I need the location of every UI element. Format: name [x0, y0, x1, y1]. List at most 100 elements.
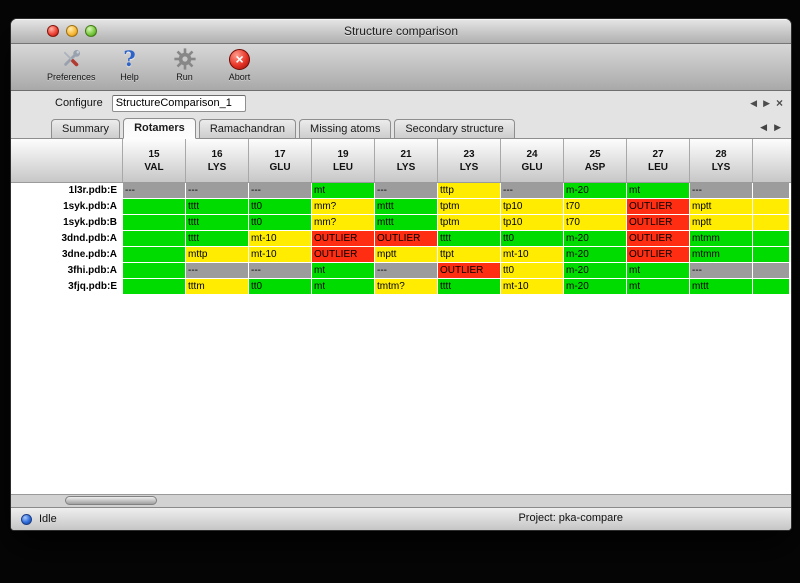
rotamer-cell[interactable]: tttt [438, 231, 501, 247]
rotamer-cell[interactable]: mt [312, 279, 375, 295]
horizontal-scrollbar[interactable] [11, 494, 791, 507]
rotamer-cell[interactable]: --- [123, 183, 186, 199]
rotamer-cell[interactable]: --- [375, 263, 438, 279]
rotamer-cell[interactable]: OUTLIER [627, 247, 690, 263]
preferences-button[interactable]: Preferences [47, 46, 96, 82]
rotamer-cell[interactable]: tp10 [501, 199, 564, 215]
close-button[interactable] [47, 25, 59, 37]
rotamer-cell[interactable]: OUTLIER [627, 215, 690, 231]
minimize-button[interactable] [66, 25, 78, 37]
rotamer-cell[interactable] [753, 279, 789, 295]
rotamer-cell[interactable]: mm? [312, 215, 375, 231]
rotamer-cell[interactable]: ttpt [438, 247, 501, 263]
rotamer-cell[interactable]: mptt [690, 215, 753, 231]
column-header: 19 LEU [312, 139, 375, 182]
rotamer-cell[interactable]: m-20 [564, 263, 627, 279]
rotamer-cell[interactable] [753, 215, 789, 231]
rotamer-cell[interactable]: tttt [186, 199, 249, 215]
rotamer-cell[interactable]: --- [690, 183, 753, 199]
rotamer-cell[interactable] [753, 247, 789, 263]
rotamer-cell[interactable]: --- [501, 183, 564, 199]
horizontal-scrollbar-thumb[interactable] [65, 496, 157, 505]
rotamer-cell[interactable]: tptm [438, 199, 501, 215]
rotamer-cell[interactable]: mttt [375, 199, 438, 215]
rotamer-cell[interactable]: tt0 [249, 215, 312, 231]
prev-configuration-icon[interactable]: ◀ [750, 97, 758, 108]
rotamer-cell[interactable]: mm? [312, 199, 375, 215]
rotamer-cell[interactable]: mttp [186, 247, 249, 263]
rotamer-cell[interactable]: --- [249, 263, 312, 279]
rotamer-cell[interactable]: tptm [438, 215, 501, 231]
zoom-button[interactable] [85, 25, 97, 37]
tab-summary[interactable]: Summary [51, 119, 121, 138]
rotamer-cell[interactable]: mt [627, 183, 690, 199]
rotamer-cell[interactable]: tttp [438, 183, 501, 199]
rotamer-cell[interactable]: tttm [186, 279, 249, 295]
close-configuration-icon[interactable]: × [775, 96, 783, 110]
rotamer-cell[interactable]: mt [627, 263, 690, 279]
rotamer-cell[interactable]: mt-10 [501, 279, 564, 295]
tab-secondary-structure[interactable]: Secondary structure [394, 119, 515, 138]
tab-rotamers[interactable]: Rotamers [123, 118, 196, 139]
rotamer-cell[interactable]: mtmm [690, 247, 753, 263]
scroll-tabs-right-icon[interactable]: ▶ [774, 122, 781, 132]
rotamer-cell[interactable]: tt0 [501, 263, 564, 279]
rotamer-cell[interactable]: tp10 [501, 215, 564, 231]
rotamer-cell[interactable]: mt-10 [249, 247, 312, 263]
rotamer-cell[interactable]: mt [312, 263, 375, 279]
rotamer-cell[interactable]: OUTLIER [312, 247, 375, 263]
rotamer-cell[interactable]: tt0 [249, 199, 312, 215]
rotamer-cell[interactable]: --- [690, 263, 753, 279]
rotamer-cell[interactable]: m-20 [564, 231, 627, 247]
scroll-tabs-left-icon[interactable]: ◀ [760, 122, 768, 132]
rotamer-cell[interactable]: mt [312, 183, 375, 199]
rotamer-cell[interactable]: OUTLIER [627, 231, 690, 247]
rotamer-cell[interactable]: tt0 [249, 279, 312, 295]
rotamer-cell[interactable]: mttt [690, 279, 753, 295]
rotamer-cell[interactable]: m-20 [564, 183, 627, 199]
rotamer-cell[interactable] [753, 263, 789, 279]
rotamer-cell[interactable]: mt [627, 279, 690, 295]
help-button[interactable]: ? Help [109, 46, 151, 83]
rotamer-cell[interactable]: mtmm [690, 231, 753, 247]
title-bar[interactable]: Structure comparison [11, 19, 791, 44]
rotamer-cell[interactable]: tttt [438, 279, 501, 295]
rotamer-cell[interactable] [123, 263, 186, 279]
rotamer-cell[interactable]: tmtm? [375, 279, 438, 295]
rotamer-cell[interactable]: t70 [564, 215, 627, 231]
rotamer-cell[interactable]: tt0 [501, 231, 564, 247]
table-row: 3dne.pdb:A mttp mt-10 OUTLIER mptt ttpt mt-10 m… [11, 247, 791, 263]
rotamer-cell[interactable]: OUTLIER [375, 231, 438, 247]
rotamer-cell[interactable]: t70 [564, 199, 627, 215]
abort-button[interactable]: × Abort [219, 46, 261, 82]
rotamer-cell[interactable]: OUTLIER [627, 199, 690, 215]
rotamer-cell[interactable]: mt-10 [249, 231, 312, 247]
rotamer-cell[interactable]: mt-10 [501, 247, 564, 263]
tab-missing-atoms[interactable]: Missing atoms [299, 119, 392, 138]
next-configuration-icon[interactable]: ▶ [763, 97, 770, 108]
rotamer-cell[interactable] [123, 199, 186, 215]
rotamer-cell[interactable]: tttt [186, 215, 249, 231]
rotamer-cell[interactable]: tttt [186, 231, 249, 247]
rotamer-cell[interactable] [123, 231, 186, 247]
rotamer-cell[interactable]: m-20 [564, 247, 627, 263]
rotamer-cell[interactable]: m-20 [564, 279, 627, 295]
rotamer-cell[interactable] [123, 279, 186, 295]
run-button[interactable]: Run [164, 46, 206, 82]
configuration-name-input[interactable] [111, 94, 246, 112]
rotamer-cell[interactable]: mptt [375, 247, 438, 263]
rotamer-cell[interactable]: --- [186, 263, 249, 279]
rotamer-cell[interactable]: mptt [690, 199, 753, 215]
rotamer-cell[interactable] [753, 231, 789, 247]
rotamer-cell[interactable]: OUTLIER [312, 231, 375, 247]
rotamer-cell[interactable]: mttt [375, 215, 438, 231]
tab-ramachandran[interactable]: Ramachandran [198, 119, 297, 138]
rotamer-cell[interactable] [753, 199, 789, 215]
rotamer-cell[interactable]: OUTLIER [438, 263, 501, 279]
rotamer-cell[interactable] [123, 247, 186, 263]
rotamer-cell[interactable] [753, 183, 789, 199]
rotamer-cell[interactable]: --- [186, 183, 249, 199]
rotamer-cell[interactable]: --- [249, 183, 312, 199]
rotamer-cell[interactable]: --- [375, 183, 438, 199]
rotamer-cell[interactable] [123, 215, 186, 231]
